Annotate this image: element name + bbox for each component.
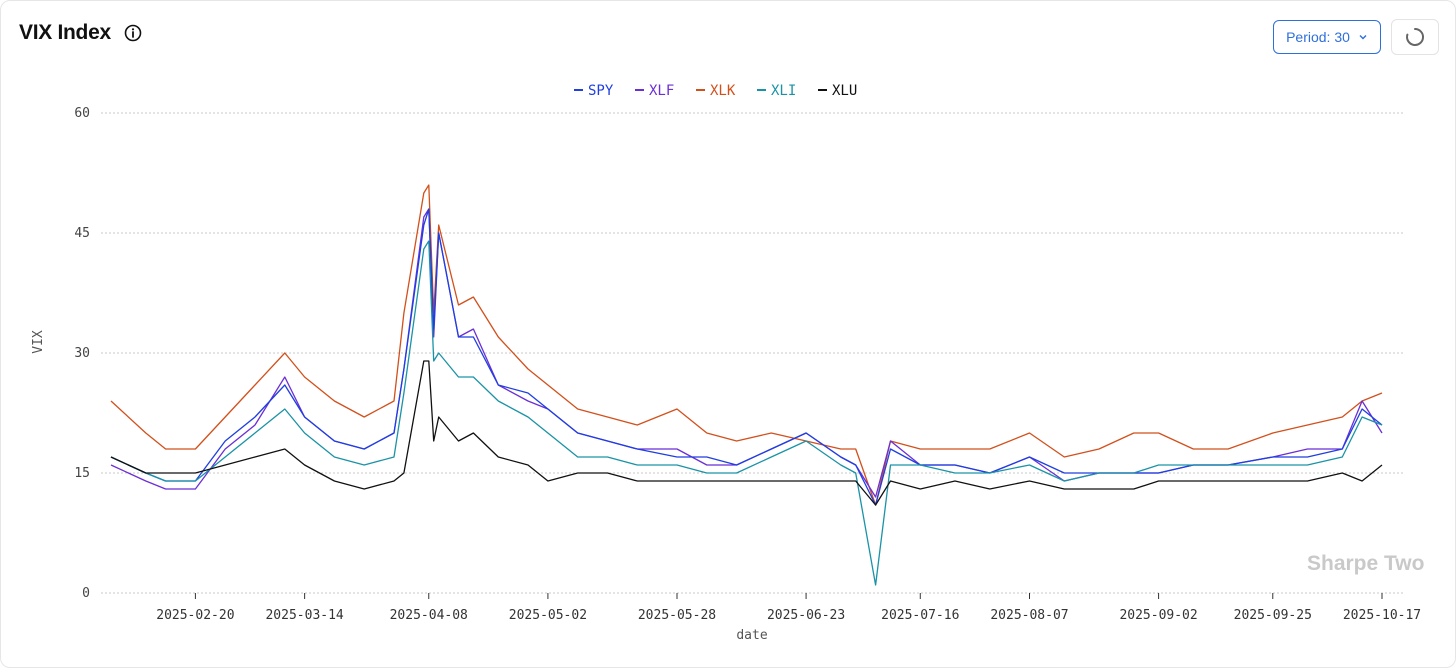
refresh-button[interactable] [1391,19,1439,55]
x-tick-label: 2025-06-23 [767,608,845,623]
period-select[interactable]: Period: 30 [1273,20,1381,54]
info-icon[interactable] [123,23,143,43]
y-axis-label: VIX [31,330,46,354]
watermark: Sharpe Two [1307,552,1425,575]
x-axis-label: date [736,628,767,643]
page-title: VIX Index [19,21,111,44]
x-tick-label: 2025-05-28 [638,608,716,623]
x-tick-label: 2025-10-17 [1343,608,1421,623]
legend-label: XLU [832,83,857,99]
period-label: Period: 30 [1286,29,1350,45]
x-tick-label: 2025-03-14 [265,608,343,623]
x-tick-label: 2025-02-20 [156,608,234,623]
x-tick-label: 2025-07-16 [881,608,959,623]
x-tick-label: 2025-08-07 [990,608,1068,623]
series-line-spy [110,208,1383,506]
x-axis: 2025-02-20 2025-03-14 2025-04-08 2025-05-02… [156,593,1421,623]
y-axis: 0 15 30 45 60 [74,106,90,601]
series-line-xli [110,240,1383,586]
legend-label: SPY [588,83,614,99]
legend-item-xlu: XLU [818,83,857,99]
legend-label: XLF [649,83,674,99]
chevron-down-icon [1359,35,1367,40]
y-tick-label: 60 [74,106,90,121]
y-tick-label: 15 [74,466,90,481]
legend-item-xlf: XLF [635,83,674,99]
x-tick-label: 2025-09-02 [1119,608,1197,623]
y-tick-label: 0 [82,586,90,601]
legend-item-spy: SPY [574,83,614,99]
series-line-xlu [110,360,1383,506]
legend-label: XLI [771,83,796,99]
legend: SPY XLF XLK XLI XLU [574,83,857,99]
grid [101,112,1404,594]
x-tick-label: 2025-04-08 [390,608,468,623]
y-tick-label: 45 [74,226,90,241]
y-tick-label: 30 [74,346,90,361]
series-lines [110,184,1383,586]
series-line-xlk [110,184,1383,506]
loading-spinner-icon [1406,27,1424,46]
x-tick-label: 2025-09-25 [1234,608,1312,623]
x-tick-label: 2025-05-02 [509,608,587,623]
legend-item-xli: XLI [757,83,796,99]
legend-label: XLK [710,83,736,99]
header: VIX Index [19,21,143,45]
legend-item-xlk: XLK [696,83,736,99]
